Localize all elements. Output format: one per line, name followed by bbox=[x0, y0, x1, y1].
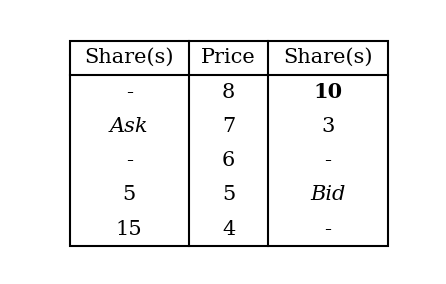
Text: -: - bbox=[126, 151, 133, 170]
Text: 5: 5 bbox=[222, 185, 235, 204]
Text: 6: 6 bbox=[222, 151, 235, 170]
Text: Bid: Bid bbox=[310, 185, 346, 204]
Text: 5: 5 bbox=[123, 185, 136, 204]
Text: Ask: Ask bbox=[110, 117, 149, 136]
Text: 7: 7 bbox=[222, 117, 235, 136]
Text: 8: 8 bbox=[222, 83, 235, 102]
Text: Share(s): Share(s) bbox=[84, 48, 174, 67]
Text: 4: 4 bbox=[222, 220, 235, 239]
Text: 3: 3 bbox=[321, 117, 334, 136]
Text: Share(s): Share(s) bbox=[283, 48, 373, 67]
Text: 15: 15 bbox=[116, 220, 143, 239]
Text: 10: 10 bbox=[314, 82, 343, 102]
Text: -: - bbox=[324, 151, 331, 170]
Text: Price: Price bbox=[201, 48, 256, 67]
Text: -: - bbox=[324, 220, 331, 239]
Text: -: - bbox=[126, 83, 133, 102]
